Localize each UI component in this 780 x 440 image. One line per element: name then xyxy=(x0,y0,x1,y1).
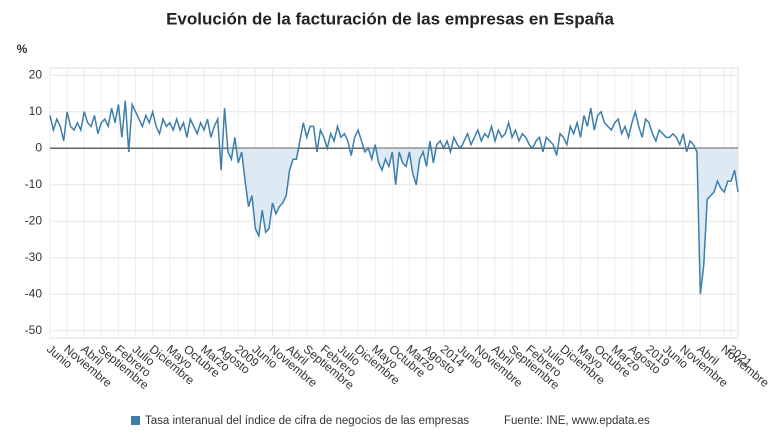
y-tick-label: -40 xyxy=(25,286,43,300)
plot-frame xyxy=(49,67,739,339)
y-tick-label: -50 xyxy=(25,323,43,337)
y-tick-label: 0 xyxy=(35,140,42,154)
source: Fuente: INE, www.epdata.es xyxy=(504,415,650,427)
y-tick-label: -20 xyxy=(25,213,43,227)
line xyxy=(49,100,739,295)
y-tick-label: 20 xyxy=(29,67,43,81)
negative-area xyxy=(128,148,738,295)
y-axis-label: % xyxy=(17,42,28,56)
legend-swatch xyxy=(131,416,140,425)
legend-label: Tasa interanual del índice de cifra de n… xyxy=(145,415,469,427)
y-tick-label: -10 xyxy=(25,177,43,191)
chart-title: Evolución de la facturación de las empre… xyxy=(166,9,614,28)
y-tick-label: 10 xyxy=(29,104,43,118)
y-tick-label: -30 xyxy=(25,250,43,264)
